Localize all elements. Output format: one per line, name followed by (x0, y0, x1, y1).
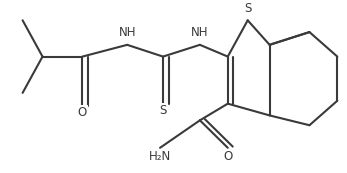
Text: O: O (78, 106, 87, 119)
Text: S: S (159, 104, 167, 117)
Text: NH: NH (191, 26, 209, 39)
Text: O: O (223, 150, 232, 163)
Text: S: S (244, 2, 251, 15)
Text: H₂N: H₂N (149, 150, 171, 163)
Text: NH: NH (118, 26, 136, 39)
